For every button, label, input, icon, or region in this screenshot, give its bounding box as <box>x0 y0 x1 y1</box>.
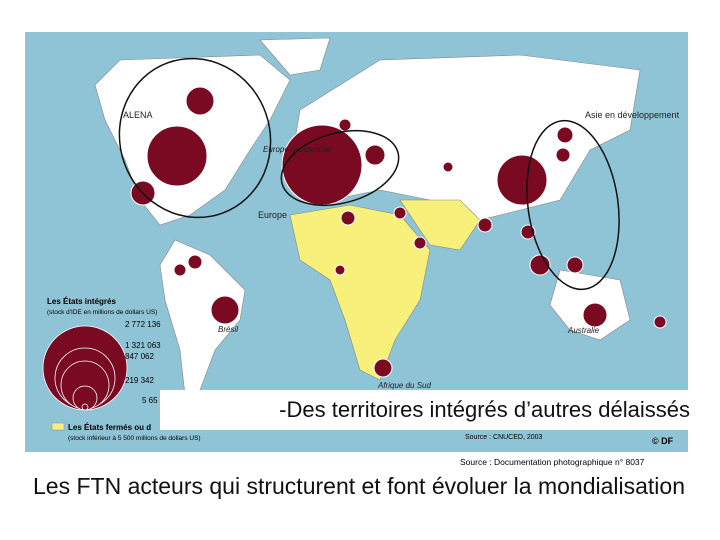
map: ALENA Europe occidentale Europe Asie en … <box>25 32 688 470</box>
land <box>94 37 641 396</box>
region-label: Brésil <box>218 325 238 334</box>
legend-value: 5 65 <box>142 396 158 405</box>
legend-value: 1 321 063 <box>125 341 161 350</box>
region-label: Asie en développement <box>585 110 680 120</box>
legend-value: 847 062 <box>125 352 154 361</box>
legend-circles <box>42 325 128 411</box>
middle-east <box>399 199 481 251</box>
legend-closed-sub: (stock inférieur à 5 500 millions de dol… <box>68 435 201 442</box>
copyright: © DF <box>652 436 674 446</box>
region-label: Afrique du Sud <box>377 381 431 390</box>
region-label: Europe occidentale <box>263 145 332 154</box>
legend-title: Les États intégrés <box>47 297 116 306</box>
credit-strip <box>25 452 688 470</box>
legend-swatch <box>51 422 65 431</box>
legend-closed: Les États fermés ou d <box>68 423 151 432</box>
overlay-text: -Des territoires intégrés d’autres délai… <box>160 390 690 430</box>
region-label: Australie <box>567 326 600 335</box>
zone-outlines <box>118 57 620 291</box>
region-label: Europe <box>258 210 287 220</box>
credit: Source : Documentation photographique n°… <box>460 457 645 467</box>
legend-subtitle: (stock d'IDE en millions de dollars US) <box>47 309 157 316</box>
caption: Les FTN acteurs qui structurent et font … <box>33 473 685 499</box>
legend-value: 219 342 <box>125 376 154 385</box>
region-label: ALENA <box>123 110 153 120</box>
ide-circles <box>130 86 667 378</box>
legend-value: 2 772 136 <box>125 320 161 329</box>
source: Source : CNUCED, 2003 <box>465 434 543 441</box>
